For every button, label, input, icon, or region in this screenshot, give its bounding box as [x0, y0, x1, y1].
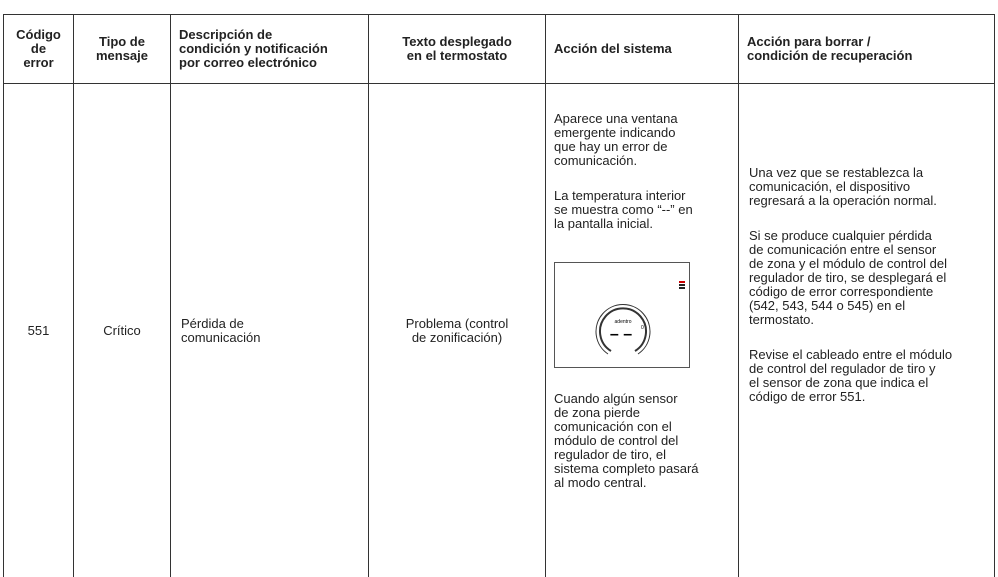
thermostat-screen: adentro – – 0: [554, 262, 690, 368]
header-row: Código de error Tipo de mensaje Descripc…: [4, 15, 995, 84]
paragraph: La temperatura interior se muestra como …: [554, 189, 730, 231]
paragraph: Si se produce cualquier pérdida de comun…: [749, 229, 986, 327]
recovery: Una vez que se restablezca la comunicaci…: [739, 84, 995, 577]
header-cell: Acción para borrar / condición de recupe…: [739, 15, 995, 84]
error-table: Código de error Tipo de mensaje Descripc…: [3, 14, 995, 577]
header-cell: Tipo de mensaje: [74, 15, 171, 84]
body-row: 551 Crítico Pérdida de comunicación Prob…: [4, 84, 995, 577]
icon: [679, 281, 685, 283]
description: Pérdida de comunicación: [171, 84, 369, 577]
screen-drawing: adentro – – 0: [555, 277, 689, 381]
paragraph: Aparece una ventana emergente indicando …: [554, 112, 730, 168]
paragraph: Revise el cableado entre el módulo de co…: [749, 348, 986, 404]
header-cell: Acción del sistema: [546, 15, 739, 84]
page: Código de error Tipo de mensaje Descripc…: [0, 0, 998, 509]
screen-reading: – –: [610, 326, 632, 343]
header-cell: Texto desplegado en el termostato: [369, 15, 546, 84]
system-action: Aparece una ventana emergente indicando …: [546, 84, 739, 577]
paragraph: Una vez que se restablezca la comunicaci…: [749, 166, 986, 208]
screen-unit: 0: [641, 325, 644, 331]
icon: [679, 287, 685, 289]
screen-label: adentro: [615, 319, 632, 325]
paragraph: Cuando algún sensor de zona pierde comun…: [554, 392, 730, 490]
message-type: Crítico: [74, 84, 171, 577]
icon: [679, 284, 685, 286]
header-cell: Descripción de condición y notificación …: [171, 15, 369, 84]
display-text: Problema (control de zonificación): [369, 84, 546, 577]
header-cell: Código de error: [4, 15, 74, 84]
error-code: 551: [4, 84, 74, 577]
